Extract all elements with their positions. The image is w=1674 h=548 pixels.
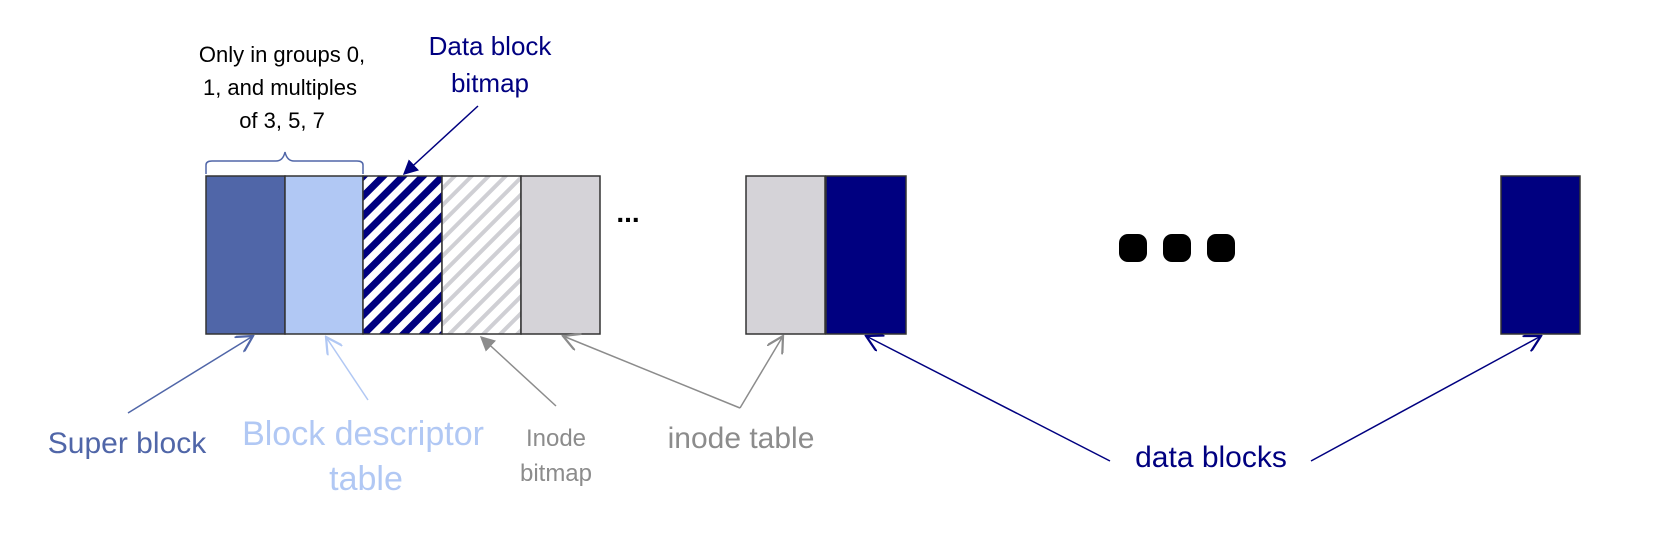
inode-table-pointer-left <box>563 336 741 409</box>
small-ellipsis: ... <box>616 197 639 228</box>
inode-bitmap-label-line-2: bitmap <box>520 460 592 487</box>
inode-table-block-last <box>745 175 826 335</box>
data-block-first <box>825 175 907 335</box>
data-block-bitmap-block <box>362 175 443 335</box>
inode-bitmap-label-line-1: Inode <box>526 425 586 452</box>
data-block-bitmap-pointer <box>402 105 479 176</box>
inode-table-block-first <box>520 175 601 335</box>
super-block <box>205 175 286 335</box>
data-block-last <box>1500 175 1581 335</box>
large-ellipsis <box>1119 234 1235 262</box>
block-descriptor-table-pointer <box>326 337 369 401</box>
block-descriptor-table-label-line-2: table <box>329 460 403 498</box>
data-blocks-pointer-left <box>866 336 1111 462</box>
data-block-bitmap-label-line-2: bitmap <box>451 68 529 98</box>
group-note-line-3: of 3, 5, 7 <box>239 108 325 133</box>
group-note-line-1: Only in groups 0, <box>199 42 365 67</box>
inode-bitmap-pointer <box>479 335 557 407</box>
super-block-pointer <box>127 336 253 414</box>
inode-bitmap-block <box>441 175 522 335</box>
block-descriptor-table-label-line-1: Block descriptor <box>242 415 484 453</box>
data-blocks-pointer-right <box>1310 336 1541 462</box>
data-block-bitmap-label-line-1: Data block <box>429 31 553 61</box>
inode-table-label: inode table <box>668 422 815 455</box>
data-blocks-label: data blocks <box>1135 441 1287 474</box>
inode-table-pointer-right <box>739 336 783 409</box>
super-block-label: Super block <box>48 427 207 460</box>
group-brace <box>205 151 364 174</box>
group-note-line-2: 1, and multiples <box>203 75 357 100</box>
block-descriptor-table-block <box>284 175 364 335</box>
